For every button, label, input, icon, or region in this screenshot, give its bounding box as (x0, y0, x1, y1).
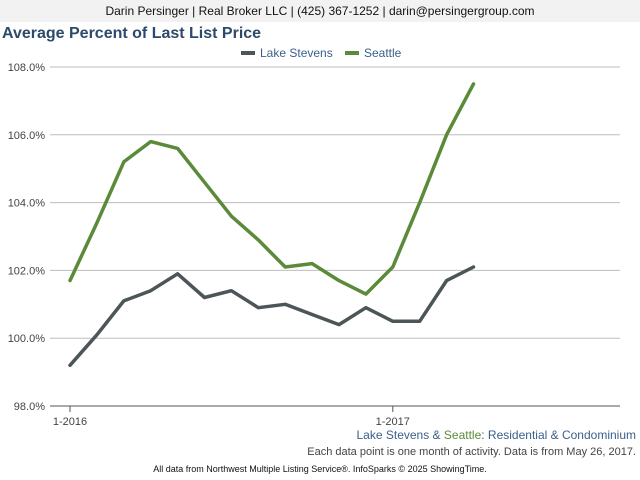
y-tick-label: 108.0% (8, 62, 46, 74)
y-tick-label: 100.0% (8, 333, 46, 345)
legend-label: Seattle (364, 46, 402, 60)
y-tick-label: 102.0% (8, 265, 46, 277)
chart-title: Average Percent of Last List Price (2, 25, 262, 42)
y-tick-label: 104.0% (8, 198, 46, 210)
y-tick-label: 98.0% (14, 401, 45, 413)
subtitle-area-seattle: Seattle (443, 428, 482, 442)
subtitle-area-lake-stevens: Lake Stevens (356, 428, 430, 442)
footer-credit: All data from Northwest Multiple Listing… (153, 464, 487, 474)
series-line-lake-stevens (68, 265, 476, 368)
subtitle-ampersand: & (429, 428, 444, 442)
contact-banner: Darin Persinger | Real Broker LLC | (425… (0, 0, 640, 22)
y-tick-label: 106.0% (8, 130, 46, 142)
data-note: Each data point is one month of activity… (307, 446, 636, 458)
x-tick-label: 1-2017 (376, 416, 410, 428)
subtitle-property-type: : Residential & Condominium (481, 428, 636, 442)
series-line-seattle (68, 82, 476, 296)
x-tick-label: 1-2016 (53, 416, 87, 428)
legend-label: Lake Stevens (260, 46, 333, 60)
chart-subtitle: Lake Stevens & Seattle: Residential & Co… (357, 428, 637, 442)
